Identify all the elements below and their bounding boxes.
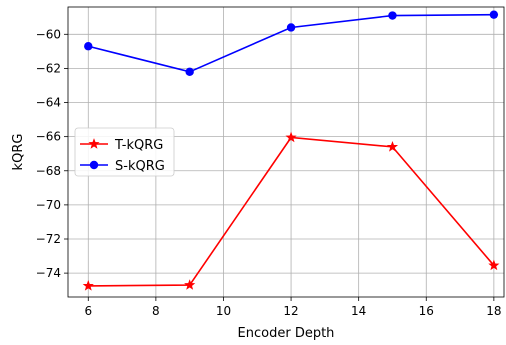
t-kqrg-point [184,279,196,290]
x-tick-label: 16 [419,304,434,318]
x-tick-label: 14 [351,304,366,318]
y-tick-label: −70 [36,198,61,212]
t-kqrg-point [488,259,500,271]
t-kqrg-point [285,131,297,143]
legend-t-kqrg-label: T-kQRG [114,138,163,153]
x-tick-label: 6 [84,304,92,318]
legend: T-kQRG S-kQRG [74,127,175,177]
y-axis-label: kQRG [11,134,26,171]
y-tick-label: −62 [36,61,61,75]
s-kqrg-point [388,11,397,20]
x-tick-label: 18 [486,304,501,318]
y-tick-label: −60 [36,27,61,41]
y-tick-label: −72 [36,232,61,246]
series [82,10,500,291]
s-kqrg-point [286,23,296,32]
s-kqrg-point [489,10,499,19]
x-axis-label: Encoder Depth [238,326,335,340]
axes: 6 8 10 12 14 16 18 −74 −72 −70 −68 −66 −64 −62 −60 [36,6,505,318]
x-tick-label: 10 [216,304,231,318]
y-tick-label: −74 [36,266,61,280]
legend-t-kqrg-marker [88,138,100,149]
legend-s-kqrg-label: S-kQRG [115,159,165,174]
s-kqrg-point [185,67,194,77]
y-tick-label: −64 [36,96,61,110]
y-tick-label: −68 [36,164,61,178]
x-tick-label: 8 [152,304,160,318]
legend-box [74,127,175,177]
y-tick-label: −66 [36,130,61,144]
t-kqrg-point [386,141,399,152]
plot-frame [67,6,505,298]
legend-s-kqrg-marker [89,160,99,170]
s-kqrg-point [84,42,93,51]
x-tick-label: 12 [283,304,298,318]
t-kqrg-point [82,280,94,291]
